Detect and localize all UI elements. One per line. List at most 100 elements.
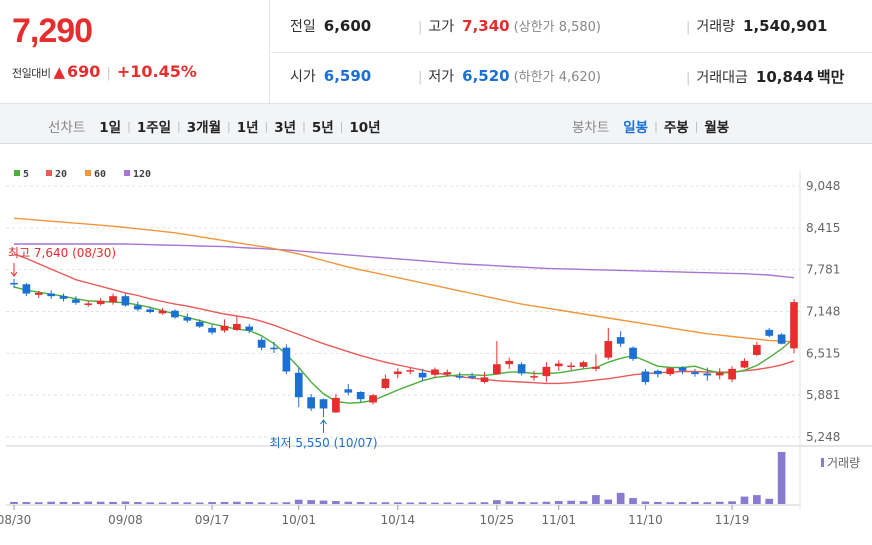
separator: | — [686, 20, 691, 35]
volume-bar — [418, 502, 427, 504]
volume-bar — [294, 499, 303, 504]
tab-weekly[interactable]: 주봉 — [663, 120, 689, 136]
ma120-line — [14, 243, 795, 279]
volume-bar — [332, 501, 340, 504]
candle-body — [319, 399, 328, 409]
line-chart-tabs: 선차트 1일 | 1주일 | 3개월 | 1년 | 3년 | 5년 | 10년 — [48, 116, 381, 137]
legend-swatch — [124, 170, 130, 176]
volume-bar — [96, 501, 105, 504]
volume-bar — [554, 501, 563, 504]
high-annotation: 최고 7,640 (08/30) — [8, 246, 116, 260]
divider — [271, 52, 872, 53]
volume-bar — [171, 502, 179, 504]
volume-bar — [641, 501, 650, 504]
low-cell: | 저가 6,520 (하한가 4,620) — [418, 66, 601, 86]
change-percent: +10.45% — [116, 62, 197, 81]
volume-bar — [195, 502, 204, 504]
y-tick-label: 6,515 — [806, 346, 840, 360]
volume-bar — [208, 502, 216, 504]
volume-bar — [604, 499, 613, 504]
volume-bar — [393, 502, 402, 504]
volume-bar — [319, 500, 328, 504]
volume-bar — [158, 502, 167, 504]
x-tick-label: 11/10 — [628, 513, 663, 527]
volume-bar — [406, 502, 415, 504]
volume-bar — [10, 501, 18, 504]
separator: | — [418, 70, 423, 85]
candle-body — [715, 372, 724, 376]
volume-bar — [146, 502, 155, 504]
candle-body — [121, 296, 130, 306]
volume-bar — [245, 502, 254, 504]
amount-value: 10,844 — [755, 68, 814, 86]
tab-3year[interactable]: 3년 — [274, 120, 297, 136]
tab-1week[interactable]: 1주일 — [136, 120, 172, 136]
volume-bar — [666, 502, 675, 504]
candle-body — [109, 296, 117, 303]
candle-body — [146, 309, 155, 313]
y-tick-label: 9,048 — [806, 179, 840, 193]
candle-body — [653, 370, 662, 375]
candle-body — [233, 323, 241, 330]
open-label: 시가 — [290, 69, 316, 85]
candle-body — [431, 369, 439, 375]
legend-label: 20 — [55, 169, 67, 180]
tab-3month[interactable]: 3개월 — [186, 120, 221, 136]
tab-1day[interactable]: 1일 — [99, 120, 122, 136]
candle-body — [171, 310, 179, 318]
tab-5year[interactable]: 5년 — [311, 120, 334, 136]
volume-bar — [530, 502, 538, 504]
up-triangle-icon: ▲ — [53, 63, 66, 81]
high-cell: | 고가 7,340 (상한가 8,580) — [418, 16, 601, 36]
candle-body — [641, 371, 650, 383]
y-tick-label: 7,781 — [806, 263, 840, 277]
candle-body — [691, 372, 699, 375]
legend-label: 60 — [94, 169, 106, 180]
candle-body — [270, 347, 278, 350]
volume-bar — [183, 502, 192, 504]
candle-body — [72, 299, 80, 303]
candle-body — [294, 372, 303, 398]
candle-body — [765, 329, 774, 336]
ma20-line — [13, 253, 795, 385]
volume-bar — [517, 501, 526, 504]
volume-bar — [629, 498, 637, 504]
up-arrow-icon — [320, 419, 327, 434]
volume-bar — [455, 502, 464, 504]
candle-body — [468, 376, 476, 378]
volume-bar — [468, 502, 476, 504]
volume-bar — [47, 501, 55, 504]
volume-bar — [653, 501, 662, 504]
tab-daily[interactable]: 일봉 — [623, 120, 649, 136]
candle-body — [443, 372, 452, 375]
volume-bar — [381, 502, 390, 504]
volume-bar — [443, 502, 452, 504]
y-tick-label: 5,248 — [806, 430, 840, 444]
candle-body — [381, 378, 390, 388]
candle-body — [220, 325, 229, 331]
line-chart-title: 선차트 — [48, 120, 86, 136]
x-tick-label: 09/17 — [195, 513, 230, 527]
candle-body — [604, 341, 613, 358]
candle-body — [678, 367, 687, 371]
volume-bar — [777, 452, 786, 504]
volume-bar — [369, 502, 377, 504]
price-box: 7,290 전일대비 ▲ 690 | +10.45% — [0, 0, 270, 104]
candle-body — [183, 317, 192, 321]
candle-body — [406, 370, 415, 372]
x-tick-label: 10/25 — [480, 513, 515, 527]
candlestick-chart: 9,048 8,415 7,781 7,148 6,515 5,881 5,248 5 20 60… — [0, 169, 872, 527]
tab-1year[interactable]: 1년 — [236, 120, 259, 136]
y-tick-label: 7,148 — [806, 305, 840, 319]
volume-bar — [133, 502, 142, 504]
volume-legend-swatch — [821, 458, 824, 467]
ma5-line — [13, 286, 795, 404]
volume-bar — [592, 495, 600, 504]
candle-body — [245, 326, 254, 331]
candle-body — [59, 296, 68, 299]
high-label: 고가 — [428, 19, 455, 35]
tab-10year[interactable]: 10년 — [349, 120, 381, 136]
tab-monthly[interactable]: 월봉 — [704, 120, 730, 136]
x-tick-label: 09/08 — [108, 513, 143, 527]
legend-swatch — [85, 170, 91, 176]
